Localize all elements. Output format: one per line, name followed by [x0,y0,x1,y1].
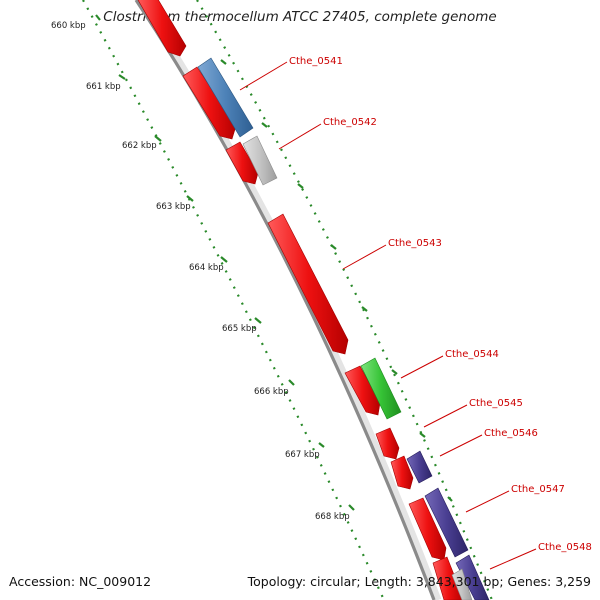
gene-label[interactable]: Cthe_0545 [469,398,523,409]
gene-track-forward [137,0,465,600]
gene-arrow[interactable] [267,213,349,355]
gene-label[interactable]: Cthe_0541 [289,56,343,67]
scale-track-outer [82,0,386,600]
gene-label[interactable]: Cthe_0544 [445,349,499,360]
gene-arrow[interactable] [182,66,237,140]
feature-block-purple[interactable] [424,487,469,558]
gene-arrow[interactable] [344,365,381,416]
kbp-label: 665 kbp [222,324,257,334]
accession-text: Accession: NC_009012 [9,574,152,589]
gene-label[interactable]: Cthe_0548 [538,542,592,553]
gene-label[interactable]: Cthe_0543 [388,238,442,249]
label-leaders [239,61,537,570]
kbp-major-ticks [95,14,355,511]
kbp-label: 668 kbp [315,512,350,522]
feature-block-gray[interactable] [451,568,473,600]
map-title: Clostridium thermocellum ATCC 27405, com… [103,9,497,25]
feature-block-blue[interactable] [197,57,254,138]
backbone-shadow [137,0,442,600]
gene-label[interactable]: Cthe_0547 [511,484,565,495]
backbone [134,0,436,600]
kbp-label: 666 kbp [254,387,289,397]
gene-label[interactable]: Cthe_0546 [484,428,538,439]
gene-arrow[interactable] [390,455,414,490]
feature-block-purple[interactable] [406,450,433,484]
feature-block-gray[interactable] [242,135,278,186]
feature-track [197,57,490,600]
kbp-label: 660 kbp [51,21,86,31]
kbp-label: 662 kbp [122,141,157,151]
gene-arrow[interactable] [408,497,447,561]
kbp-label: 667 kbp [285,450,320,460]
gene-arrow[interactable] [225,141,259,185]
kbp-label: 661 kbp [86,82,121,92]
gene-arrow[interactable] [137,0,187,57]
gene-label[interactable]: Cthe_0542 [323,117,377,128]
inner-ticks [220,59,453,502]
gene-arrow[interactable] [375,427,400,460]
feature-block-green[interactable] [360,357,402,420]
kbp-label: 663 kbp [156,202,191,212]
feature-block-purple[interactable] [455,554,490,600]
kbp-label: 664 kbp [189,263,224,273]
gene-arrow[interactable] [432,556,465,600]
genome-stats-text: Topology: circular; Length: 3,843,301 bp… [247,574,591,589]
